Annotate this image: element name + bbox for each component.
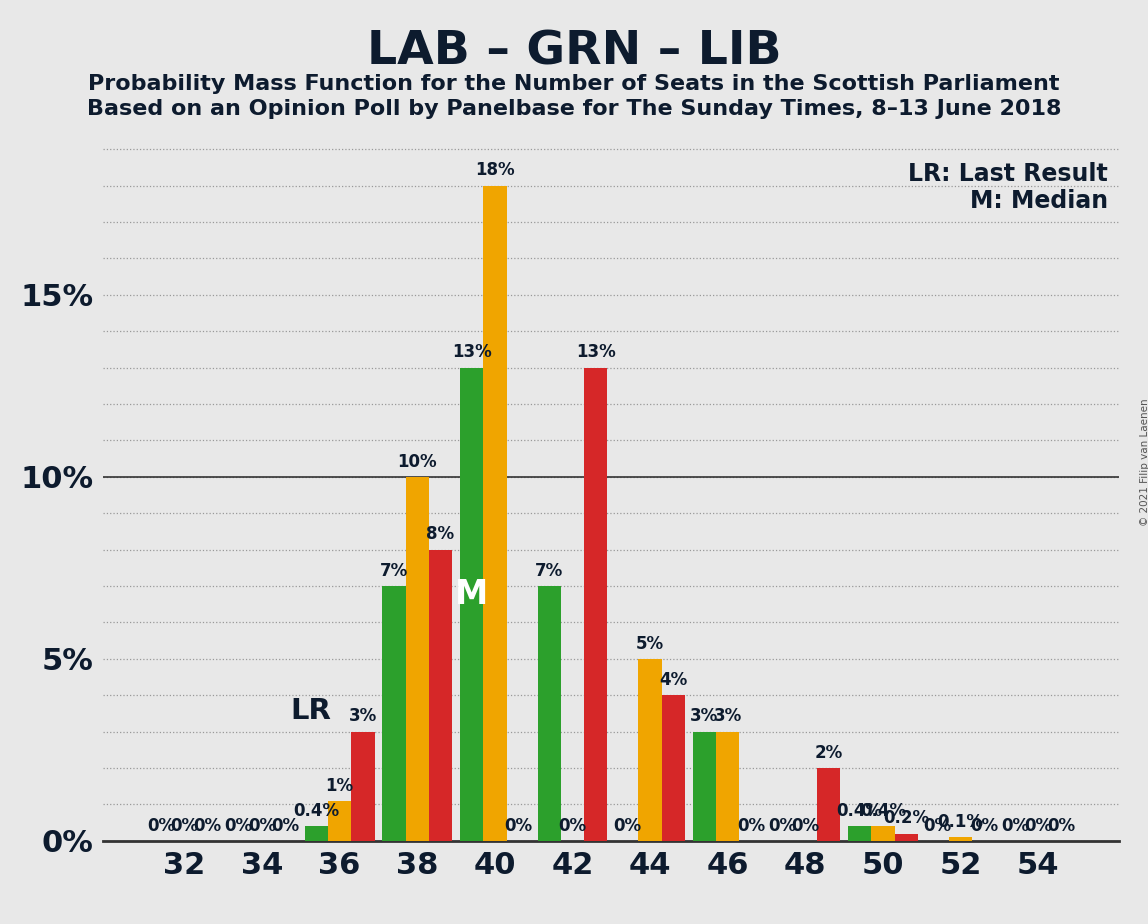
Text: 0%: 0% [613, 817, 641, 834]
Text: 1%: 1% [326, 776, 354, 795]
Text: 4%: 4% [659, 671, 688, 689]
Bar [848, 826, 871, 841]
Text: 0.4%: 0.4% [837, 802, 883, 821]
Text: Based on an Opinion Poll by Panelbase for The Sunday Times, 8–13 June 2018: Based on an Opinion Poll by Panelbase fo… [87, 99, 1061, 119]
Text: 0%: 0% [1024, 817, 1053, 834]
Text: 3%: 3% [690, 708, 719, 725]
Text: LR: LR [290, 698, 332, 725]
Text: 18%: 18% [475, 162, 514, 179]
Bar [692, 732, 716, 841]
Bar [661, 695, 685, 841]
Text: © 2021 Filip van Laenen: © 2021 Filip van Laenen [1140, 398, 1148, 526]
Text: 3%: 3% [714, 708, 742, 725]
Text: 3%: 3% [349, 708, 377, 725]
Text: 0%: 0% [248, 817, 277, 834]
Text: 7%: 7% [535, 562, 564, 580]
Bar [328, 801, 351, 841]
Text: 0.4%: 0.4% [293, 802, 340, 821]
Bar [638, 659, 661, 841]
Bar [460, 368, 483, 841]
Text: 0.4%: 0.4% [860, 802, 906, 821]
Text: 2%: 2% [815, 744, 843, 762]
Bar [817, 768, 840, 841]
Text: 0%: 0% [970, 817, 998, 834]
Text: 7%: 7% [380, 562, 408, 580]
Bar [351, 732, 374, 841]
Text: Probability Mass Function for the Number of Seats in the Scottish Parliament: Probability Mass Function for the Number… [88, 74, 1060, 94]
Text: 0.2%: 0.2% [883, 809, 930, 827]
Bar [483, 186, 506, 841]
Bar [871, 826, 894, 841]
Bar [949, 837, 972, 841]
Text: 0.1%: 0.1% [938, 813, 984, 831]
Text: LR: Last Result: LR: Last Result [908, 162, 1108, 186]
Text: 10%: 10% [397, 453, 437, 470]
Text: 13%: 13% [451, 344, 491, 361]
Text: 0%: 0% [558, 817, 587, 834]
Bar [429, 550, 452, 841]
Bar [716, 732, 739, 841]
Text: 0%: 0% [170, 817, 199, 834]
Text: 0%: 0% [1001, 817, 1029, 834]
Text: 8%: 8% [427, 526, 455, 543]
Bar [537, 586, 561, 841]
Text: 0%: 0% [791, 817, 820, 834]
Text: M: M [455, 578, 488, 612]
Text: 0%: 0% [737, 817, 765, 834]
Text: 0%: 0% [504, 817, 533, 834]
Text: 0%: 0% [923, 817, 952, 834]
Text: M: Median: M: Median [970, 189, 1108, 213]
Text: 13%: 13% [576, 344, 615, 361]
Text: 0%: 0% [1047, 817, 1076, 834]
Text: 0%: 0% [768, 817, 796, 834]
Bar [405, 477, 429, 841]
Text: LAB – GRN – LIB: LAB – GRN – LIB [366, 30, 782, 75]
Bar [382, 586, 405, 841]
Text: 5%: 5% [636, 635, 665, 652]
Text: 0%: 0% [147, 817, 176, 834]
Text: 0%: 0% [271, 817, 300, 834]
Text: 0%: 0% [194, 817, 222, 834]
Bar [584, 368, 607, 841]
Text: 0%: 0% [225, 817, 253, 834]
Bar [304, 826, 328, 841]
Bar [894, 833, 918, 841]
